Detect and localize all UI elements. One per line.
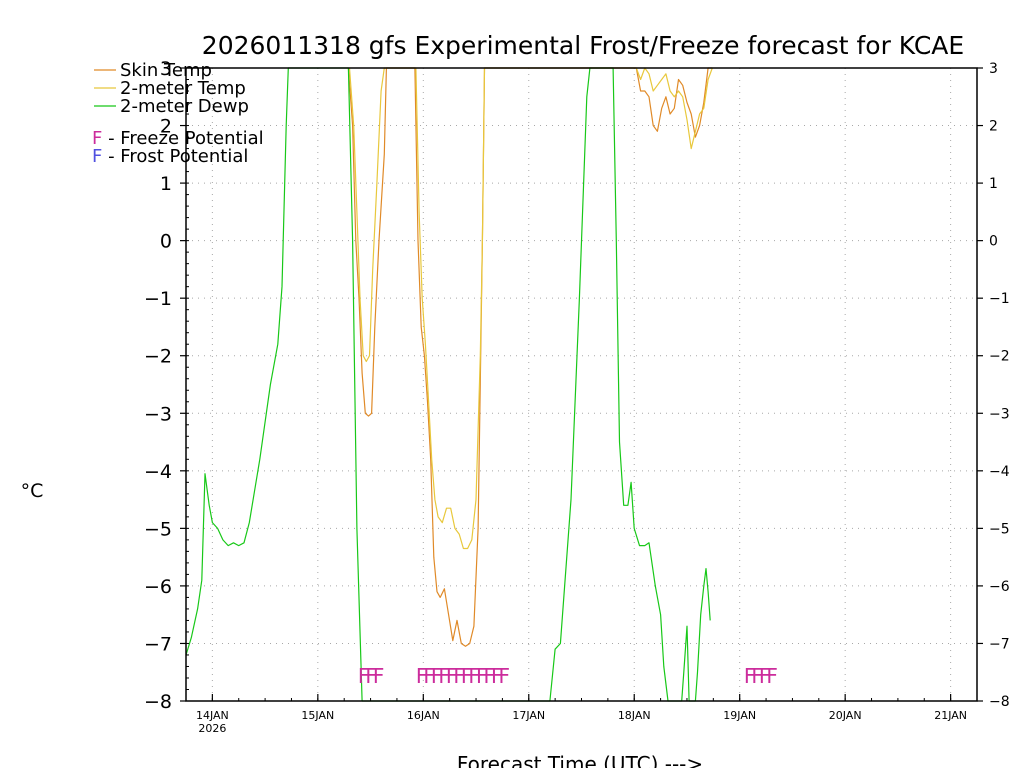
chart-title: 2026011318 gfs Experimental Frost/Freeze… bbox=[202, 31, 964, 60]
y-tick-label-left: −2 bbox=[144, 346, 172, 368]
x-tick-label: 14JAN bbox=[196, 709, 229, 722]
y-tick-label-left: −8 bbox=[144, 691, 172, 713]
grid-lines bbox=[186, 68, 977, 701]
y-tick-label-right: −5 bbox=[989, 521, 1010, 537]
y-tick-label-right: −2 bbox=[989, 349, 1010, 365]
x-tick-label: 17JAN bbox=[512, 709, 545, 722]
series-skin-temp bbox=[347, 67, 713, 647]
legend-label: 2-meter Dewp bbox=[120, 96, 249, 117]
y-tick-label-left: −6 bbox=[144, 576, 172, 598]
x-axis-label: Forecast Time (UTC) ---> bbox=[457, 752, 703, 768]
y-tick-label-right: −8 bbox=[989, 694, 1010, 710]
legend-note-text: - Freeze Potential bbox=[102, 128, 263, 149]
legend-label: 2-meter Temp bbox=[120, 78, 246, 99]
x-tick-label: 20JAN bbox=[829, 709, 862, 722]
x-tick-label: 15JAN bbox=[301, 709, 334, 722]
y-tick-label-left: 3 bbox=[160, 58, 172, 80]
y-tick-label-left: −7 bbox=[144, 633, 172, 655]
y-tick-label-right: 3 bbox=[989, 61, 998, 77]
y-tick-label-left: 0 bbox=[160, 231, 172, 253]
plot-frame bbox=[185, 67, 978, 702]
y-tick-label-right: −6 bbox=[989, 579, 1010, 595]
series-2-meter-dewp bbox=[185, 67, 711, 702]
legend-note-mark: F bbox=[92, 146, 102, 167]
x-tick-label: 19JAN bbox=[723, 709, 756, 722]
x-tick-label: 21JAN bbox=[934, 709, 967, 722]
x-tick-sublabel: 2026 bbox=[198, 722, 226, 735]
y-tick-label-right: 1 bbox=[989, 176, 998, 192]
y-tick-label-right: −4 bbox=[989, 464, 1010, 480]
y-tick-label-left: −5 bbox=[144, 518, 172, 540]
y-tick-label-left: −4 bbox=[144, 461, 172, 483]
y-tick-label-left: −1 bbox=[144, 288, 172, 310]
x-tick-label: 16JAN bbox=[407, 709, 440, 722]
freeze-potential-marker: FFFFFFFFFFFF bbox=[416, 664, 510, 688]
y-axis-label: °C bbox=[21, 480, 44, 502]
y-tick-label-right: −7 bbox=[989, 636, 1010, 652]
potential-markers: FFF FFFFFFFFFFFF FFFF bbox=[358, 664, 782, 688]
legend-label: Skin Temp bbox=[120, 60, 212, 81]
axes: −8 −8 −7 −7 −6 −6 −5 −5 −4 −4 −3 −3 −2 −2 −1 −1 0 0 1 1 2 2 3 3… bbox=[144, 58, 1010, 735]
y-tick-label-left: −3 bbox=[144, 403, 172, 425]
series-2-meter-temp bbox=[348, 67, 713, 550]
legend-note: F - Freeze Potential bbox=[92, 128, 264, 149]
freeze-potential-marker: FFF bbox=[358, 664, 384, 688]
y-tick-label-right: −3 bbox=[989, 406, 1010, 422]
legend-note-text: - Frost Potential bbox=[102, 146, 248, 167]
data-series bbox=[185, 67, 713, 702]
y-tick-label-right: −1 bbox=[989, 291, 1010, 307]
legend-note-mark: F bbox=[92, 128, 102, 149]
freeze-potential-marker: FFFF bbox=[744, 664, 778, 688]
legend-note: F - Frost Potential bbox=[92, 146, 248, 167]
y-tick-label-left: 1 bbox=[160, 173, 172, 195]
y-tick-label-right: 0 bbox=[989, 234, 998, 250]
y-tick-label-left: 2 bbox=[160, 116, 172, 138]
x-tick-label: 18JAN bbox=[618, 709, 651, 722]
y-tick-label-right: 2 bbox=[989, 119, 998, 135]
